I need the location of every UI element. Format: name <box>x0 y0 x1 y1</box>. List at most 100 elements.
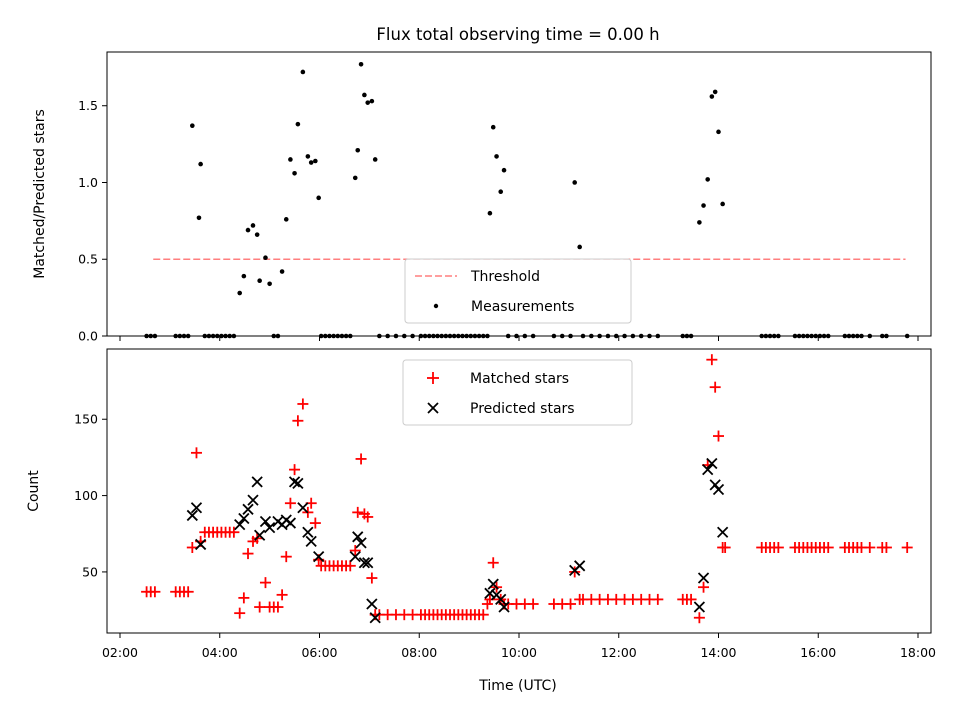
bottom-plot-area <box>141 354 913 624</box>
matched-star-point <box>366 572 378 584</box>
measurement-point <box>292 170 297 176</box>
matched-star-point <box>487 557 499 569</box>
x-tick-label: 16:00 <box>800 645 836 660</box>
measurement-point <box>498 189 504 194</box>
top-y-ticks: 0.0 0.5 1.0 1.5 <box>78 98 107 344</box>
matched-star-point <box>259 577 271 589</box>
measurement-point <box>365 100 371 105</box>
x-tick-label: 04:00 <box>202 645 238 660</box>
measurement-point <box>196 215 202 221</box>
predicted-star-point <box>313 551 325 563</box>
predicted-star-point <box>574 560 586 572</box>
predicted-star-point <box>284 517 297 529</box>
predicted-star-point <box>297 502 309 514</box>
measurement-point <box>490 124 496 130</box>
measurement-point <box>190 123 195 128</box>
matched-star-point <box>182 586 194 598</box>
predicted-star-point <box>702 463 714 476</box>
measurement-point <box>257 278 262 284</box>
top-legend: Threshold Measurements <box>404 258 632 324</box>
measurement-point <box>362 92 367 98</box>
measurement-point <box>697 220 702 225</box>
matched-star-point <box>344 560 356 572</box>
measurement-point <box>254 232 260 237</box>
matched-star-point <box>284 497 296 509</box>
matched-star-point <box>652 593 664 605</box>
measurement-point <box>358 61 364 67</box>
predicted-star-point <box>484 587 496 599</box>
predicted-star-point <box>247 494 259 506</box>
predicted-star-point <box>487 578 499 590</box>
matched-star-point <box>272 601 284 613</box>
matched-star-point <box>149 586 161 598</box>
matched-star-point <box>822 541 834 553</box>
predicted-star-point <box>366 598 378 610</box>
matched-star-point <box>292 415 304 427</box>
predicted-star-point <box>495 593 507 606</box>
predicted-star-point <box>362 557 374 569</box>
x-tick-label: 12:00 <box>601 645 637 660</box>
matched-star-point <box>297 398 309 410</box>
matched-star-point <box>238 592 250 604</box>
measurement-point <box>198 161 203 167</box>
predicted-star-point <box>498 601 510 613</box>
predicted-star-point <box>706 457 718 470</box>
top-y-tick-label: 0.5 <box>78 252 98 267</box>
predicted-star-point <box>358 557 371 569</box>
top-y-tick-label: 1.5 <box>78 98 98 113</box>
predicted-star-point <box>292 477 304 490</box>
measurement-point <box>241 273 247 279</box>
bottom-y-tick-label: 150 <box>74 412 98 427</box>
matched-star-point <box>349 545 361 557</box>
matched-star-point <box>693 612 705 624</box>
matched-star-point <box>706 354 718 366</box>
predicted-star-point <box>238 512 250 525</box>
measurement-point <box>372 157 378 162</box>
matched-star-point <box>362 511 374 523</box>
measurement-point <box>250 223 256 228</box>
x-tick-label: 18:00 <box>900 645 936 660</box>
top-x-ticks <box>119 336 919 341</box>
x-tick-label: 06:00 <box>301 645 337 660</box>
legend-matched-swatch <box>427 372 439 384</box>
measurement-point <box>313 158 318 164</box>
measurement-point <box>237 290 242 296</box>
matched-star-point <box>685 593 697 605</box>
bottom-panel: 50 100 150 02:00 04:00 06:00 08:00 10:00 12:00 1… <box>26 348 936 694</box>
measurement-point <box>263 255 268 261</box>
measurement-point <box>288 157 293 162</box>
predicted-star-point <box>697 572 710 584</box>
measurement-point <box>577 244 582 250</box>
bottom-legend-box <box>402 359 633 426</box>
predicted-star-point <box>355 537 367 549</box>
matched-star-point <box>713 430 724 442</box>
predicted-star-point <box>186 509 198 522</box>
bottom-y-axis-label: Count <box>26 470 42 512</box>
predicted-star-point <box>717 526 729 538</box>
measurement-point <box>352 175 358 181</box>
matched-star-point <box>484 593 496 605</box>
matched-star-point <box>772 541 784 553</box>
matched-star-point <box>276 589 288 601</box>
measurement-point <box>720 201 725 207</box>
legend-measurements-swatch <box>433 303 439 309</box>
matched-star-point <box>355 453 367 465</box>
predicted-star-point <box>194 538 207 551</box>
bottom-y-tick-label: 50 <box>82 564 98 579</box>
measurement-point <box>705 177 710 182</box>
predicted-star-point <box>242 503 254 515</box>
matched-star-point <box>254 601 266 613</box>
legend-threshold-label: Threshold <box>470 269 540 285</box>
matched-star-point <box>190 447 202 459</box>
measurement-point <box>701 203 706 208</box>
top-chart-title: Flux total observing time = 0.00 h <box>376 25 659 44</box>
matched-star-point <box>234 607 246 619</box>
matched-star-point <box>186 541 198 553</box>
measurement-point <box>572 180 577 185</box>
predicted-star-point <box>712 483 725 496</box>
matched-star-point <box>901 541 913 553</box>
top-y-tick-label: 1.0 <box>78 175 98 190</box>
x-tick-label: 08:00 <box>401 645 437 660</box>
top-y-axis-label: Matched/Predicted stars <box>32 109 48 279</box>
